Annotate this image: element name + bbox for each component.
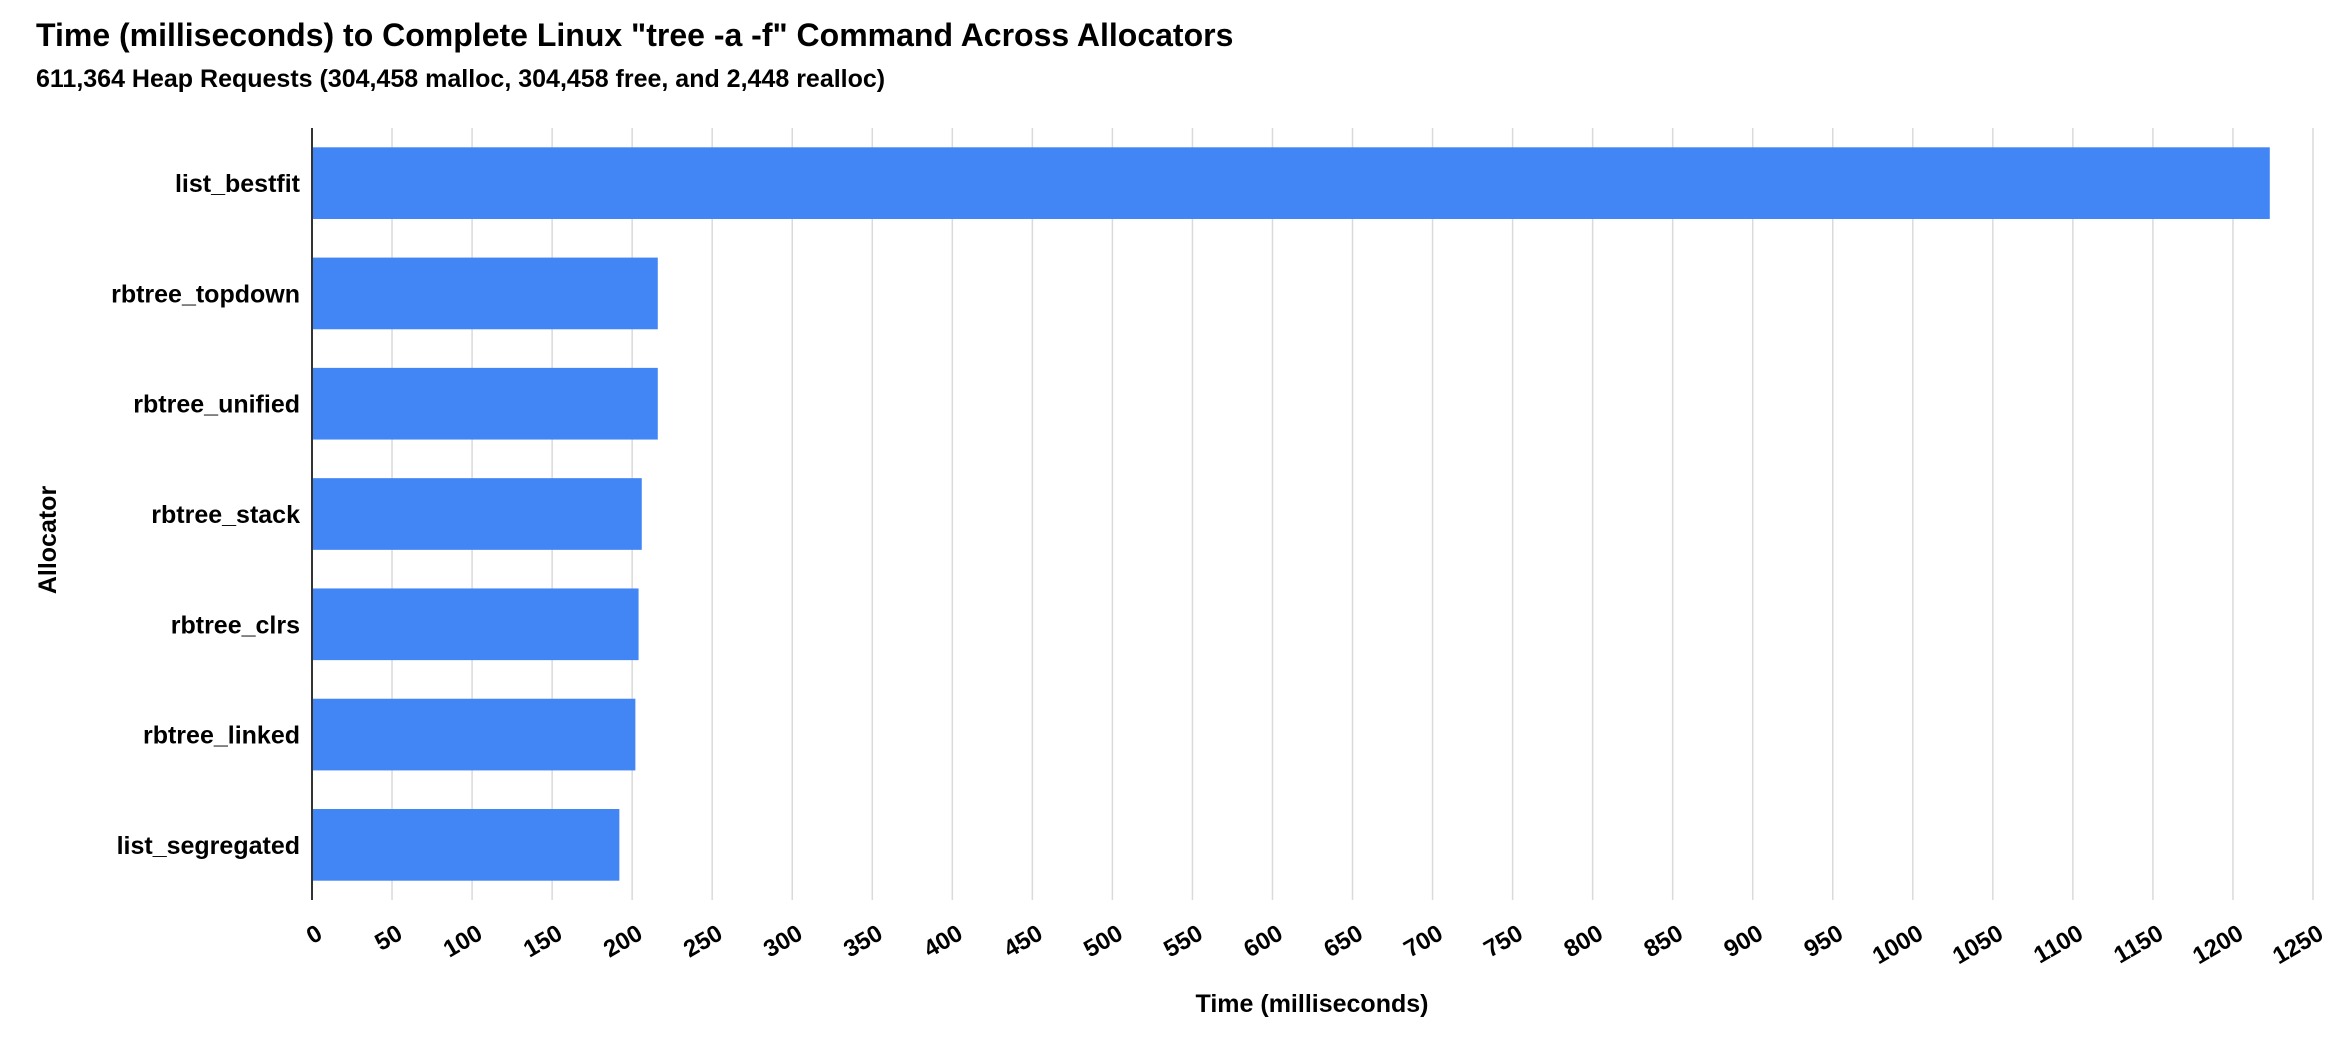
x-tick-label: 600 [1239,920,1287,963]
category-label: rbtree_clrs [171,611,300,639]
x-tick-label: 50 [370,920,407,957]
x-tick-labels: 0 50 100 150 200 250 300 350 400 450 500 550 600 650 7… [302,920,2328,970]
x-tick-label: 650 [1319,920,1367,963]
bar-rbtree-topdown [312,257,658,330]
x-tick-label: 200 [599,920,647,963]
x-tick-label: 300 [759,920,807,963]
bar-rbtree-linked [312,698,636,771]
category-labels: list_bestfit rbtree_topdown rbtree_unified… [111,170,301,860]
category-label: rbtree_topdown [111,280,300,308]
x-tick-label: 150 [519,920,567,963]
x-tick-label: 0 [302,920,327,950]
x-tick-label: 400 [919,920,967,963]
x-axis-title: Time (milliseconds) [1196,990,1429,1018]
x-tick-label: 500 [1079,920,1127,963]
category-label: rbtree_stack [151,501,300,529]
x-tick-label: 550 [1159,920,1207,963]
category-label: rbtree_unified [133,391,300,419]
x-tick-label: 850 [1639,920,1687,963]
x-tick-label: 1200 [2188,920,2248,970]
x-tick-label: 1000 [1868,920,1928,970]
gridlines [391,128,2314,900]
x-tick-label: 1050 [1948,920,2008,970]
x-tick-label: 750 [1479,920,1527,963]
x-tick-label: 1100 [2029,920,2088,969]
x-tick-label: 250 [679,920,727,963]
category-label: list_segregated [117,832,300,860]
bar-list-bestfit [312,147,2270,219]
chart-subtitle: 611,364 Heap Requests (304,458 malloc, 3… [36,65,885,93]
y-axis-title: Allocator [34,486,62,595]
category-label: rbtree_linked [143,722,300,750]
bar-list-segregated [312,809,620,881]
x-tick-label: 1250 [2268,920,2328,970]
x-tick-label: 700 [1399,920,1447,963]
chart-title: Time (milliseconds) to Complete Linux "t… [36,17,1233,53]
bar-rbtree-stack [312,478,642,550]
bar-series [312,147,2270,881]
category-label: list_bestfit [175,170,301,198]
x-tick-label: 450 [999,920,1047,963]
x-tick-label: 350 [839,920,887,963]
bar-rbtree-clrs [312,588,639,661]
x-tick-label: 100 [439,920,487,963]
x-tick-label: 800 [1559,920,1607,963]
bar-rbtree-unified [312,367,658,440]
x-tick-label: 900 [1720,920,1768,963]
x-tick-label: 1150 [2109,920,2168,969]
x-tick-label: 950 [1800,920,1848,963]
